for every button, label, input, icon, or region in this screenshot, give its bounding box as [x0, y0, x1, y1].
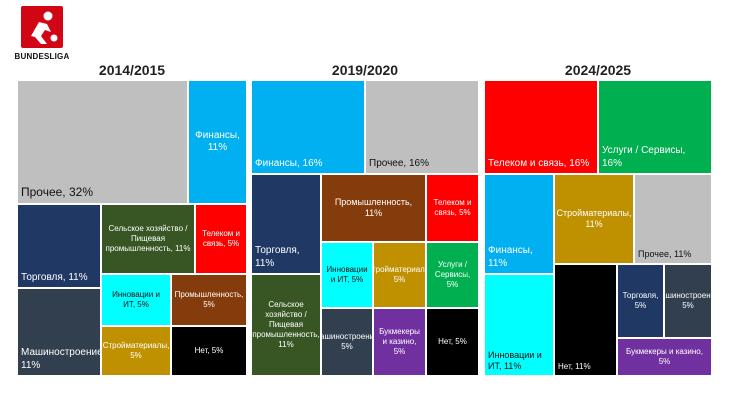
treemap-tile-label: Прочее, 16%: [369, 157, 429, 169]
treemap-tile-label: Сельское хозяйство / Пищевая промышленно…: [252, 300, 320, 349]
treemap-tile-6: Инновации и ИТ, 11%: [484, 274, 554, 376]
treemap-tile-label: Нет, 5%: [194, 346, 224, 355]
treemap-tile-label: Услуги / Сервисы, 16%: [602, 145, 686, 169]
treemap-tile-label: Финансы, 11%: [488, 245, 533, 269]
treemap-tile-label: Телеком и связь, 5%: [202, 229, 240, 248]
treemap-tile-5: Сельское хозяйство / Пищевая промышленно…: [101, 204, 195, 274]
treemap-tile-label: Услуги / Сервисы, 5%: [434, 260, 471, 289]
treemap-tile-9: Машиностроение, 5%: [664, 264, 712, 338]
treemap-tile-3: Торговля, 11%: [251, 174, 321, 274]
treemap-tile-label: Сельское хозяйство / Пищевая промышленно…: [105, 224, 191, 253]
treemap-tile-label: Финансы, 16%: [255, 157, 323, 169]
treemap-tile-3: Торговля, 11%: [17, 204, 101, 288]
treemap-tile-label: Телеком и связь, 16%: [488, 157, 590, 169]
treemap-tile-10: Букмекеры и казино, 5%: [617, 338, 712, 376]
treemap-tile-label: Прочее, 32%: [21, 185, 93, 199]
treemap-tile-1: Финансы, 16%: [251, 80, 365, 174]
treemap-tile-label: Нет, 5%: [438, 337, 467, 346]
treemap-tile-10: Нет, 5%: [171, 326, 247, 376]
treemap-tile-label: Букмекеры и казино, 5%: [379, 327, 420, 356]
treemap-tile-label: Телеком и связь, 5%: [433, 198, 472, 217]
treemap-tile-3: Финансы, 11%: [484, 174, 554, 274]
treemap-tile-9: Стройматериалы, 5%: [101, 326, 171, 376]
panel-title-2014-2015: 2014/2015: [98, 62, 166, 78]
treemap-tile-label: Машиностроение, 5%: [321, 332, 372, 351]
treemap-tile-7: Нет, 11%: [554, 264, 617, 376]
treemap-tile-8: Торговля, 5%: [617, 264, 664, 338]
treemap-tile-4: Машиностроение, 11%: [17, 288, 101, 376]
treemap-tile-2: Прочее, 16%: [365, 80, 479, 174]
treemap-tile-label: Торговля, 11%: [21, 271, 88, 283]
treemap-tile-label: Машиностроение, 5%: [665, 291, 711, 310]
treemap-tile-label: Прочее, 11%: [638, 248, 692, 259]
treemap-tile-1: Прочее, 32%: [17, 80, 188, 204]
treemap-tile-label: Промышленность, 11%: [334, 196, 413, 218]
treemap-tile-label: Промышленность, 5%: [174, 290, 244, 309]
treemap-tile-8: Промышленность, 5%: [171, 274, 247, 326]
treemap-tile-4: Промышленность, 11%: [321, 174, 426, 242]
treemap-tile-6: Сельское хозяйство / Пищевая промышленно…: [251, 274, 321, 376]
treemap-tile-5: Прочее, 11%: [634, 174, 712, 264]
treemap-tile-4: Стройматериалы, 11%: [554, 174, 634, 264]
treemap-tile-9: Услуги / Сервисы, 5%: [426, 242, 479, 308]
treemap-tile-label: Инновации и ИТ, 5%: [326, 265, 368, 284]
treemap-2024-2025: Телеком и связь, 16% Услуги / Сервисы, 16…: [484, 80, 712, 376]
treemap-tile-label: Торговля, 11%: [255, 245, 300, 269]
treemap-tile-7: Инновации и ИТ, 5%: [321, 242, 373, 308]
treemap-tile-5: Телеком и связь, 5%: [426, 174, 479, 242]
treemap-tile-10: Машиностроение, 5%: [321, 308, 373, 376]
treemap-tile-label: Букмекеры и казино, 5%: [626, 347, 703, 366]
treemap-tile-label: Нет, 11%: [558, 362, 591, 371]
treemap-tile-label: Стройматериалы, 5%: [102, 341, 170, 360]
treemap-tile-8: Стройматериалы, 5%: [373, 242, 426, 308]
treemap-tile-2: Финансы, 11%: [188, 80, 247, 204]
treemap-tile-12: Нет, 5%: [426, 308, 479, 376]
treemap-tile-label: Инновации и ИТ, 11%: [488, 349, 542, 371]
treemap-tile-label: Стройматериалы, 5%: [374, 265, 425, 284]
treemap-tile-2: Услуги / Сервисы, 16%: [598, 80, 712, 174]
panel-title-2024-2025: 2024/2025: [564, 62, 632, 78]
bundesliga-logo: BUNDESLIGA: [12, 6, 72, 66]
treemap-2014-2015: Прочее, 32% Финансы, 11% Торговля, 11% Маши…: [17, 80, 247, 376]
treemap-tile-1: Телеком и связь, 16%: [484, 80, 598, 174]
treemap-tile-label: Инновации и ИТ, 5%: [112, 290, 160, 309]
treemap-tile-7: Инновации и ИТ, 5%: [101, 274, 171, 326]
bundesliga-logo-text: BUNDESLIGA: [14, 52, 70, 61]
treemap-tile-label: Машиностроение, 11%: [21, 347, 101, 371]
bundesliga-logo-icon: [21, 6, 63, 48]
treemap-tile-6: Телеком и связь, 5%: [195, 204, 247, 274]
treemap-tile-label: Стройматериалы, 11%: [556, 207, 632, 229]
treemap-tile-label: Финансы, 11%: [195, 129, 240, 154]
panel-title-2019-2020: 2019/2020: [331, 62, 399, 78]
treemap-tile-label: Торговля, 5%: [622, 291, 659, 310]
treemap-2019-2020: Финансы, 16% Прочее, 16% Торговля, 11% Пром…: [251, 80, 479, 376]
treemap-tile-11: Букмекеры и казино, 5%: [373, 308, 426, 376]
